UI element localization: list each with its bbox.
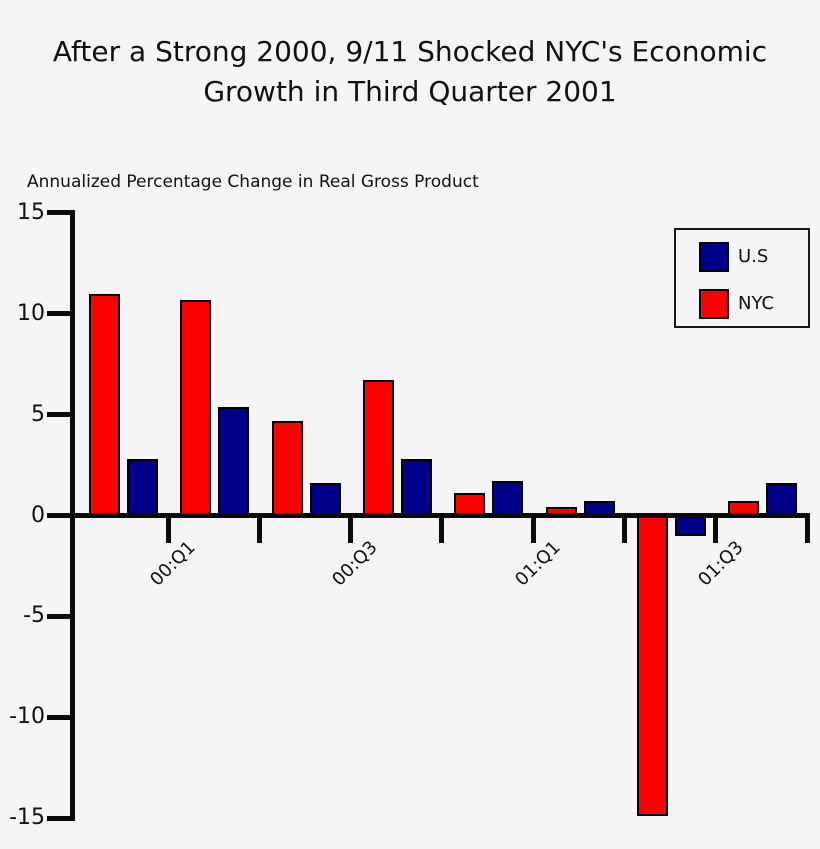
legend-label-us: U.S bbox=[738, 246, 769, 267]
y-tick-label: 5 bbox=[31, 401, 45, 427]
bar-U.S-01:Q4 bbox=[766, 483, 798, 516]
x-tick-mark bbox=[713, 518, 719, 543]
bar-NYC-00:Q4 bbox=[362, 380, 394, 516]
y-tick-mark bbox=[47, 613, 75, 619]
chart-subtitle: Annualized Percentage Change in Real Gro… bbox=[27, 172, 479, 192]
bar-U.S-00:Q1 bbox=[127, 459, 158, 516]
bar-U.S-00:Q2 bbox=[218, 406, 250, 516]
bar-U.S-00:Q3 bbox=[309, 483, 341, 516]
x-tick-label: 00:Q1 bbox=[123, 537, 223, 590]
bar-U.S-01:Q1 bbox=[492, 481, 524, 516]
bar-NYC-01:Q3 bbox=[636, 515, 668, 817]
legend-swatch-nyc bbox=[699, 289, 729, 319]
x-tick-mark bbox=[804, 518, 810, 543]
y-tick-mark bbox=[47, 513, 75, 518]
bar-U.S-00:Q4 bbox=[400, 459, 432, 516]
chart-title: After a Strong 2000, 9/11 Shocked NYC's … bbox=[0, 32, 820, 112]
chart-title-line-1: After a Strong 2000, 9/11 Shocked NYC's … bbox=[52, 35, 768, 68]
x-tick-mark bbox=[165, 518, 171, 543]
y-tick-label: -10 bbox=[9, 704, 45, 730]
x-tick-label: 01:Q3 bbox=[671, 537, 771, 590]
x-tick-mark bbox=[530, 518, 536, 543]
bar-NYC-00:Q2 bbox=[180, 299, 212, 516]
x-tick-label-text: 01:Q3 bbox=[693, 536, 748, 591]
legend: U.S NYC bbox=[674, 228, 810, 328]
bar-NYC-00:Q3 bbox=[271, 420, 303, 516]
x-tick-label: 00:Q3 bbox=[306, 537, 406, 590]
x-axis-line bbox=[70, 513, 810, 518]
y-tick-label: 10 bbox=[17, 300, 45, 326]
legend-label-nyc: NYC bbox=[738, 293, 775, 314]
x-tick-mark bbox=[622, 518, 627, 543]
y-tick-mark bbox=[47, 714, 75, 720]
y-tick-mark bbox=[47, 210, 75, 216]
legend-swatch-us bbox=[699, 242, 729, 272]
chart-title-line-2: Growth in Third Quarter 2001 bbox=[203, 75, 617, 108]
x-tick-label-text: 00:Q1 bbox=[145, 536, 200, 591]
x-tick-label-text: 01:Q1 bbox=[511, 536, 565, 591]
bar-U.S-01:Q3 bbox=[674, 515, 706, 536]
x-tick-label-text: 00:Q3 bbox=[328, 536, 382, 591]
x-tick-mark bbox=[256, 518, 262, 543]
y-tick-label: -15 bbox=[9, 805, 45, 831]
y-tick-label: 15 bbox=[17, 199, 45, 225]
x-tick-label: 01:Q1 bbox=[488, 537, 588, 590]
y-tick-label: 0 bbox=[31, 502, 45, 528]
x-tick-mark bbox=[439, 518, 445, 543]
bar-NYC-00:Q1 bbox=[89, 293, 120, 516]
x-tick-mark bbox=[348, 518, 354, 543]
y-tick-mark bbox=[47, 412, 75, 418]
y-tick-label: -5 bbox=[23, 603, 45, 629]
y-tick-mark bbox=[47, 311, 75, 317]
y-tick-mark bbox=[47, 815, 75, 821]
